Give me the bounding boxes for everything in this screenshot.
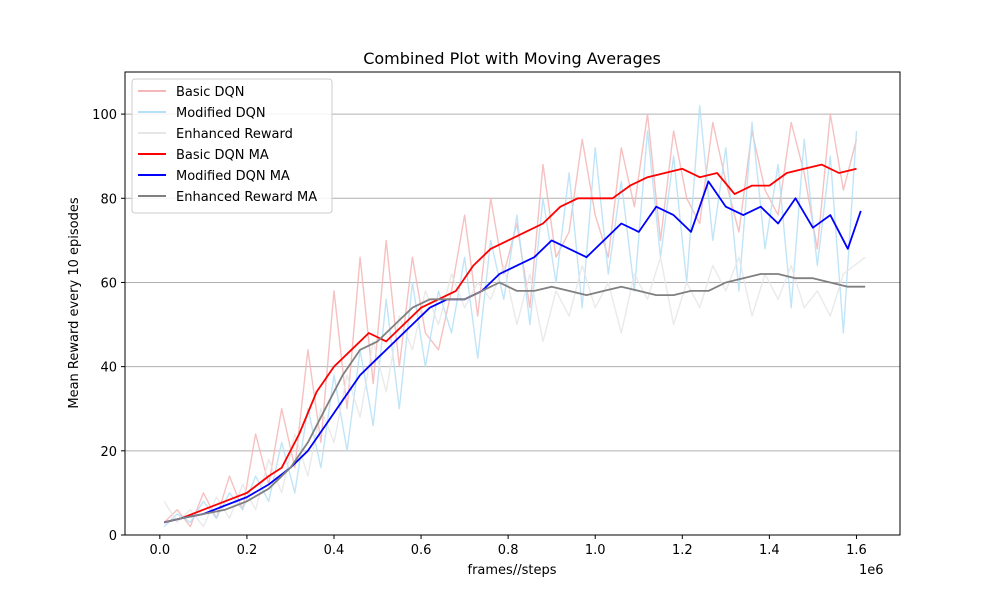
x-tick-label: 0.0	[149, 543, 170, 558]
legend-label: Modified DQN MA	[176, 169, 290, 184]
x-tick-label: 1.0	[585, 543, 606, 558]
legend-box	[131, 78, 333, 214]
series-line-basic-dqn-ma	[163, 163, 857, 524]
y-tick-label: 40	[100, 361, 117, 376]
series-line-modified-dqn	[163, 104, 858, 528]
y-tick-label: 20	[100, 445, 117, 460]
y-axis: 0 20 40 60 80 100	[92, 108, 125, 544]
series-line-enhanced-reward	[163, 256, 866, 528]
x-axis: 0.0 0.2 0.4 0.6 0.8 1.0 1.2 1.4 1.6	[149, 535, 867, 558]
series-line-modified-dqn-ma	[163, 180, 862, 524]
x-tick-label: 0.6	[411, 543, 432, 558]
x-tick-label: 0.8	[498, 543, 519, 558]
series-line-basic-dqn	[163, 113, 858, 528]
legend-label: Enhanced Reward MA	[176, 190, 317, 205]
legend-label: Modified DQN	[176, 106, 266, 121]
y-tick-label: 60	[100, 276, 117, 291]
y-axis-label: Mean Reward every 10 episodes	[67, 197, 82, 408]
x-axis-offset-label: 1e6	[859, 563, 884, 578]
legend-label: Enhanced Reward	[176, 127, 293, 142]
x-tick-label: 0.2	[237, 543, 258, 558]
plot-series	[163, 104, 866, 528]
x-tick-label: 0.4	[324, 543, 345, 558]
legend-label: Basic DQN	[176, 85, 245, 100]
y-tick-label: 0	[109, 529, 117, 544]
y-tick-label: 100	[92, 108, 117, 123]
chart-title: Combined Plot with Moving Averages	[363, 49, 661, 68]
legend-label: Basic DQN MA	[176, 148, 269, 163]
series-line-enhanced-reward-ma	[163, 273, 866, 524]
legend: Basic DQN Modified DQN Enhanced Reward Basi…	[131, 78, 333, 214]
x-tick-label: 1.4	[759, 543, 780, 558]
y-tick-label: 80	[100, 192, 117, 207]
plot-frame	[124, 71, 901, 536]
x-tick-label: 1.2	[672, 543, 693, 558]
x-tick-label: 1.6	[846, 543, 867, 558]
x-axis-label: frames//steps	[468, 563, 557, 578]
